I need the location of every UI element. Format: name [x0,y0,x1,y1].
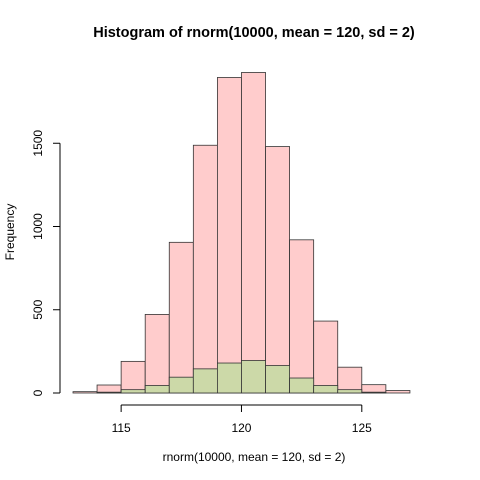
histogram-bar [120,389,146,394]
histogram-bar [265,365,290,394]
histogram-bar [241,360,266,394]
histogram-bar [361,384,387,394]
histogram-bar [289,239,315,394]
histogram-bar [241,72,266,394]
histogram-bar [337,366,363,394]
y-tick-label: 1000 [31,213,45,240]
histogram-bar [168,241,194,394]
x-axis-label: rnorm(10000, mean = 120, sd = 2) [163,450,346,464]
histogram-bar [120,360,146,394]
histogram-bar [96,391,122,394]
histogram-bar [192,144,218,394]
y-tick-label: 0 [31,389,45,396]
histogram-bar [192,368,218,394]
y-tick-label: 1500 [31,130,45,157]
x-tick-label: 115 [112,421,131,435]
histogram-bar [144,314,170,394]
histogram-bar [216,77,242,394]
histogram-bar [216,362,242,394]
histogram-bar [361,391,387,394]
bars-layer [72,72,411,394]
x-tick-label: 125 [352,421,372,435]
histogram-bar [72,391,98,394]
histogram-bar [265,146,290,394]
axes-layer: 115 120 125 0 500 1000 1500 [31,130,372,435]
histogram-bar [385,390,411,394]
histogram-series-2 [96,360,387,394]
y-axis-label: Frequency [3,204,17,261]
x-tick-label: 120 [231,421,251,435]
histogram-series-1 [72,72,411,394]
histogram-bar [313,385,339,394]
histogram-bar [313,320,339,394]
histogram-bar [337,389,363,394]
histogram-bar [144,385,170,394]
histogram-bar [168,376,194,394]
y-tick-label: 500 [31,299,45,319]
chart-title: Histogram of rnorm(10000, mean = 120, sd… [93,25,415,41]
histogram-bar [289,377,315,394]
